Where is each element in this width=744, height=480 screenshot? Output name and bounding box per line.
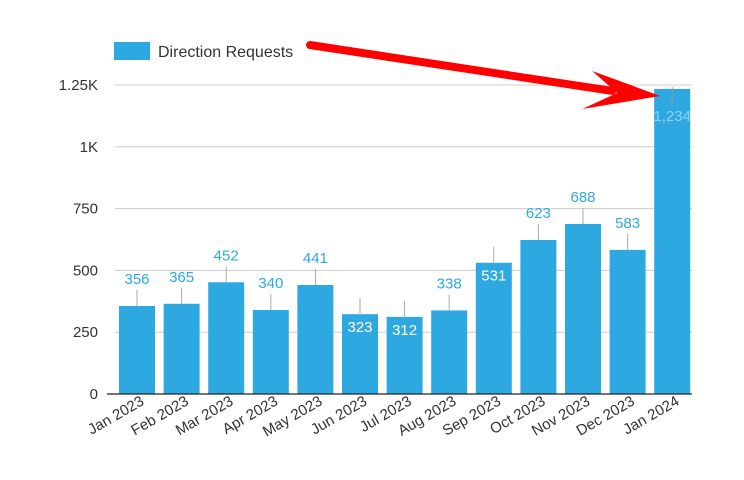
bar[interactable] [431,310,468,394]
bar-value-label: 1,234 [653,108,691,125]
bar[interactable] [297,284,334,394]
y-tick-label: 1.25K [59,77,98,94]
bar-value-label: 688 [570,189,595,206]
bar[interactable] [520,239,557,394]
bar-value-label: 312 [392,322,417,339]
bar-value-label: 356 [124,271,149,288]
bar-value-label: 583 [615,215,640,232]
bar[interactable] [342,314,378,394]
bar-value-label: 323 [347,319,372,336]
bar[interactable] [609,249,646,394]
bar[interactable] [475,262,512,394]
bar-value-label: 340 [258,275,283,292]
y-tick-label: 750 [73,201,98,218]
bar[interactable] [119,305,155,394]
red-arrow-shaft [306,41,617,95]
bar-value-label: 338 [437,275,462,292]
bar[interactable] [565,223,601,394]
bar[interactable] [208,282,245,394]
bar-value-label: 531 [481,268,506,285]
y-tick-label: 0 [90,386,98,403]
bar[interactable] [252,309,289,394]
y-tick-label: 250 [73,324,98,341]
bar-value-label: 441 [303,250,328,267]
legend-swatch [114,42,150,60]
legend-label: Direction Requests [158,44,293,61]
bar-value-label: 452 [214,247,239,264]
y-tick-label: 500 [73,262,98,279]
bar-value-label: 365 [169,269,194,286]
y-tick-label: 1K [80,139,98,156]
bar[interactable] [386,316,423,394]
red-arrow-head [582,70,661,109]
bar-value-label: 623 [526,205,551,222]
bar[interactable] [654,88,691,394]
bar[interactable] [163,303,200,394]
